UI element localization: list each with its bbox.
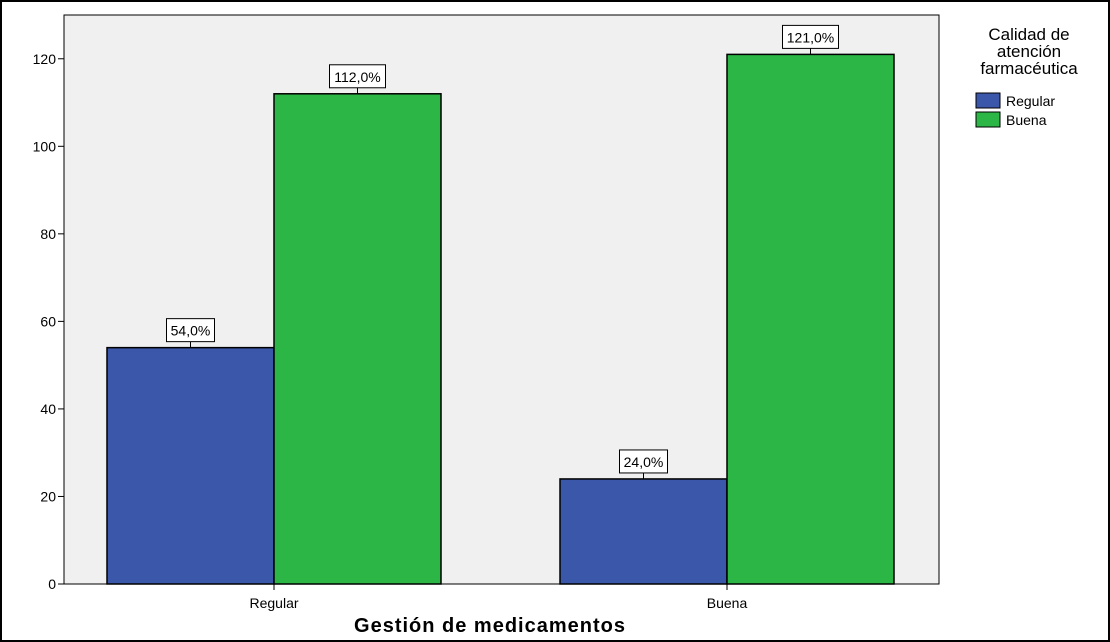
legend-title-line: atención <box>997 42 1061 61</box>
y-tick-label: 20 <box>40 488 56 504</box>
data-label: 54,0% <box>171 323 211 339</box>
x-tick-label: Buena <box>707 595 748 611</box>
legend-title-line: farmacéutica <box>980 59 1078 78</box>
data-label-box <box>782 24 839 49</box>
legend-swatch <box>975 111 1001 128</box>
data-label-box <box>329 64 386 89</box>
bar <box>559 478 728 585</box>
y-tick-label: 120 <box>33 51 57 67</box>
legend-title-line: Calidad de <box>988 25 1069 44</box>
y-axis: 0 20 40 60 80 100 120 <box>33 51 64 592</box>
legend-label: Regular <box>1006 93 1055 109</box>
x-axis: Regular Buena <box>249 584 747 611</box>
y-tick-label: 80 <box>40 226 56 242</box>
bars: 54,0% 112,0% 24,0% 121,0% <box>106 24 895 585</box>
data-label: 24,0% <box>624 454 664 470</box>
bar <box>106 346 275 585</box>
legend: Calidad de atención farmacéutica Regular… <box>975 25 1078 128</box>
x-tick-label: Regular <box>249 595 298 611</box>
data-label: 121,0% <box>787 29 834 45</box>
legend-swatch <box>975 92 1001 109</box>
y-tick-label: 100 <box>33 138 57 154</box>
bar <box>726 53 895 585</box>
y-tick-label: 60 <box>40 313 56 329</box>
data-label-box <box>166 318 215 343</box>
bar <box>273 93 442 585</box>
data-label-box <box>619 449 668 474</box>
y-tick-label: 0 <box>48 576 56 592</box>
legend-label: Buena <box>1006 112 1047 128</box>
data-label: 112,0% <box>334 69 380 85</box>
y-tick-label: 40 <box>40 401 56 417</box>
x-axis-title: Gestión de medicamentos <box>354 615 626 637</box>
